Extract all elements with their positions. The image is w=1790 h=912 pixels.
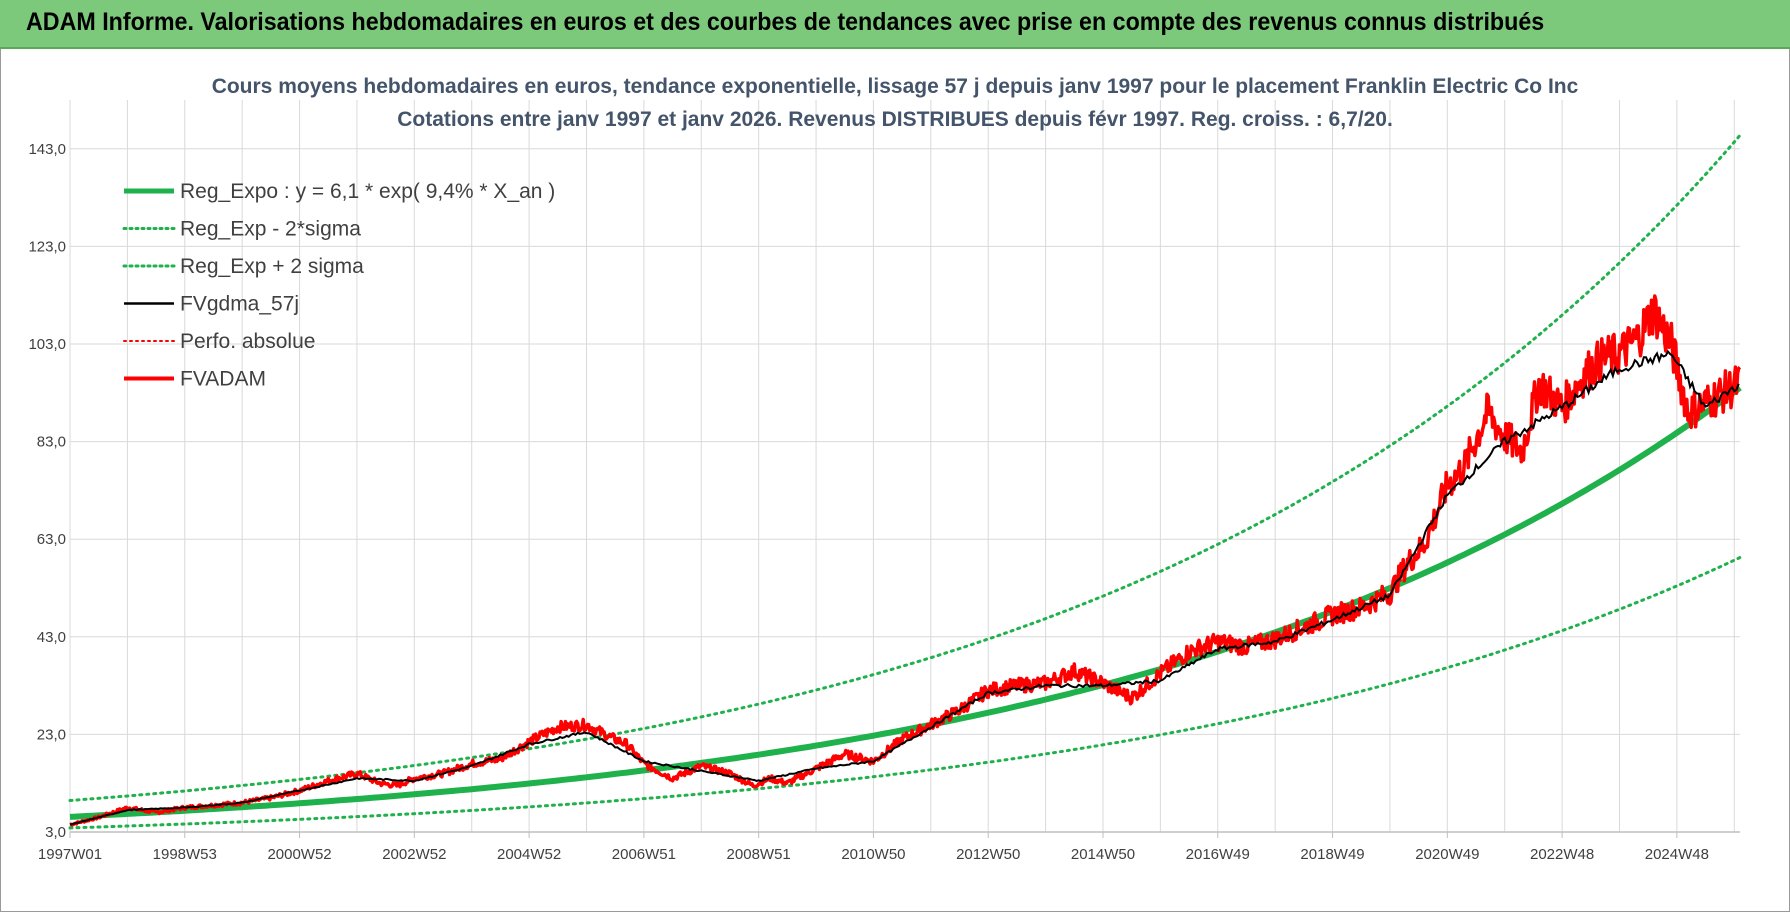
x-tick-label: 2014W50 (1071, 846, 1135, 863)
legend-label: FVgdma_57j (180, 293, 299, 316)
y-tick-label: 83,0 (37, 434, 66, 451)
grid (69, 100, 1740, 833)
legend-item: Reg_Expo : y = 6,1 * exp( 9,4% * X_an ) (124, 180, 555, 203)
trend-line (69, 385, 1742, 820)
x-tick-label: 1998W53 (153, 846, 217, 863)
y-tick-label: 103,0 (28, 336, 66, 353)
y-tick-label: 43,0 (37, 629, 66, 646)
legend-label: Reg_Expo : y = 6,1 * exp( 9,4% * X_an ) (180, 180, 555, 203)
x-tick-label: 2006W51 (612, 846, 676, 863)
legend-item: FVgdma_57j (124, 293, 299, 316)
legend-item: Perfo. absolue (123, 330, 315, 353)
y-tick-label: 63,0 (37, 531, 66, 548)
x-tick-label: 2004W52 (497, 846, 561, 863)
chart-title-line1: Cours moyens hebdomadaires en euros, ten… (212, 75, 1579, 98)
x-tick-label: 2000W52 (267, 846, 331, 863)
legend-item: Reg_Exp + 2 sigma (122, 255, 364, 278)
x-tick-label: 2024W48 (1645, 846, 1709, 863)
y-tick-label: 3,0 (45, 824, 66, 841)
fvgdma-line (69, 349, 1740, 826)
legend-item: FVADAM (124, 368, 266, 391)
y-tick-label: 143,0 (28, 141, 66, 158)
y-tick-label: 23,0 (37, 726, 66, 743)
x-tick-label: 2010W50 (841, 846, 905, 863)
x-tick-label: 2020W49 (1415, 846, 1479, 863)
x-tick-label: 2012W50 (956, 846, 1020, 863)
y-tick-label: 123,0 (28, 238, 66, 255)
legend-label: Reg_Exp - 2*sigma (180, 218, 361, 241)
series-layer (68, 133, 1742, 830)
x-tick-label: 2002W52 (382, 846, 446, 863)
legend-label: Reg_Exp + 2 sigma (180, 255, 364, 278)
axes: 3,0 23,0 43,0 63,0 83,0 103,0 123,0 143,0 1997W0… (28, 141, 1740, 863)
chart-title-line2: Cotations entre janv 1997 et janv 2026. … (397, 108, 1393, 131)
x-tick-label: 2016W49 (1186, 846, 1250, 863)
lower-band-line (68, 556, 1742, 830)
legend-label: Perfo. absolue (180, 330, 315, 353)
legend-label: FVADAM (180, 368, 266, 391)
fvadam-line (69, 294, 1742, 827)
x-tick-label: 2008W51 (727, 846, 791, 863)
x-tick-label: 2018W49 (1300, 846, 1364, 863)
report-banner: ADAM Informe. Valorisations hebdomadaire… (0, 0, 1790, 49)
legend-item: Reg_Exp - 2*sigma (122, 218, 361, 241)
x-tick-label: 1997W01 (38, 846, 102, 863)
legend: Reg_Expo : y = 6,1 * exp( 9,4% * X_an ) R… (122, 180, 555, 391)
x-tick-label: 2022W48 (1530, 846, 1594, 863)
report-title: ADAM Informe. Valorisations hebdomadaire… (26, 8, 1545, 36)
